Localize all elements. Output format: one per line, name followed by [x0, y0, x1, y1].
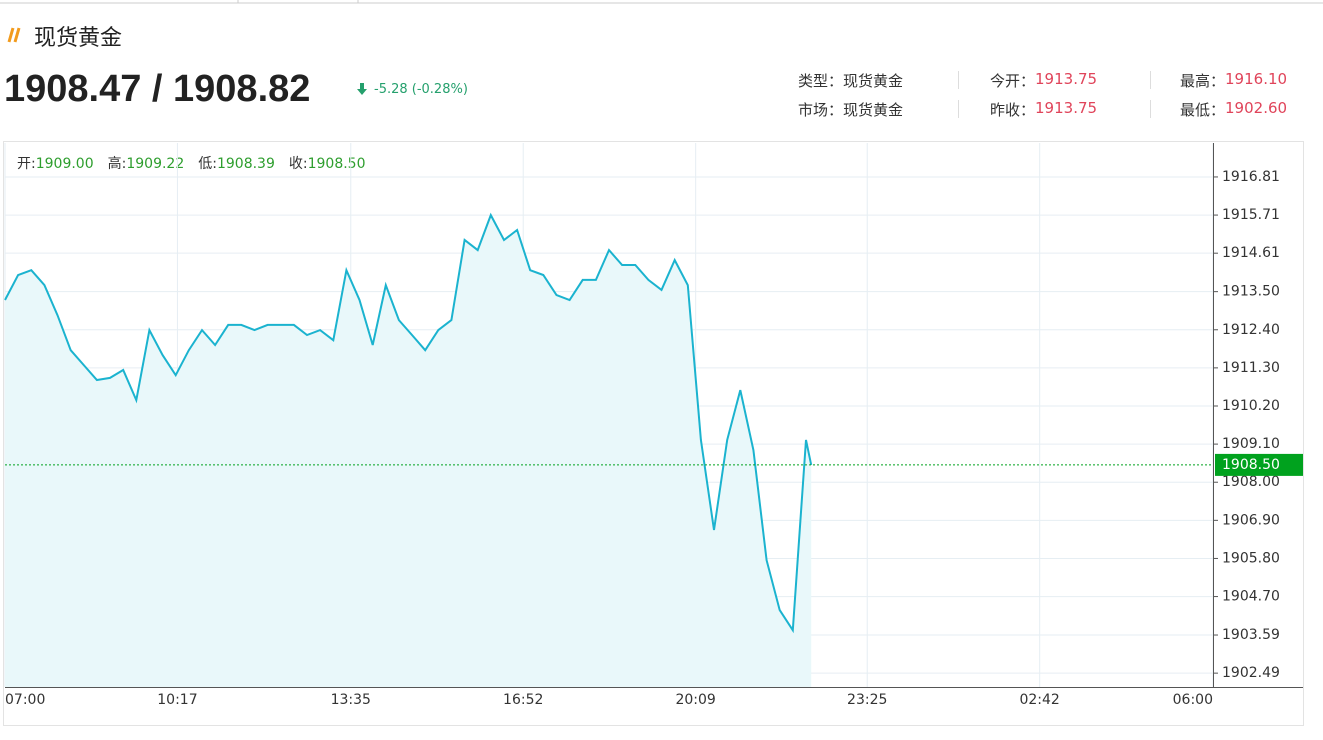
info-item: 最高： 1916.10 [1180, 70, 1287, 91]
x-tick-label: 07:00 [5, 692, 45, 708]
separator [1150, 71, 1151, 89]
separator [958, 100, 959, 118]
y-tick-label: 1905.80 [1222, 550, 1280, 566]
area [5, 215, 812, 687]
info-item: 类型： 现货黄金 [798, 70, 903, 91]
y-tick-label: 1914.61 [1222, 245, 1280, 261]
x-tick-label: 02:42 [1019, 692, 1059, 708]
x-tick-label: 13:35 [331, 692, 371, 708]
chart-frame [3, 141, 1304, 726]
x-tick-label: 16:52 [503, 692, 543, 708]
x-tick-label: 23:25 [847, 692, 887, 708]
x-tick-label: 10:17 [157, 692, 197, 708]
info-item: 最低： 1902.60 [1180, 99, 1287, 120]
x-tick-label: 20:09 [675, 692, 715, 708]
info-value: 现货黄金 [843, 101, 904, 119]
ohlc-label: 低: [198, 156, 217, 172]
y-tick-label: 1906.90 [1222, 512, 1280, 528]
info-label: 类型： [798, 72, 844, 90]
ohlc-value: 1908.39 [216, 156, 275, 172]
info-value: 1902.60 [1225, 99, 1288, 117]
line [4, 212, 813, 634]
ohlc-value: 1909.22 [126, 156, 185, 172]
info-item: 市场： 现货黄金 [798, 99, 903, 120]
last-price-box [1215, 453, 1303, 476]
y-tick-label: 1911.30 [1222, 360, 1280, 376]
info-item: 今开： 1913.75 [990, 70, 1097, 91]
title-icon [7, 27, 21, 43]
y-tick-label: 1904.70 [1222, 589, 1280, 605]
info-label: 市场： [798, 101, 844, 119]
y-tick-label: 1913.50 [1222, 284, 1280, 300]
y-tick-label: 1908.00 [1222, 474, 1280, 490]
info-label: 昨收： [990, 101, 1036, 119]
y-tick-label: 1909.10 [1222, 436, 1280, 452]
price-change: -5.28 (-0.28%) [374, 82, 468, 97]
y-tick-label: 1902.49 [1222, 665, 1280, 681]
x-tick-label: 06:00 [1173, 692, 1213, 708]
title: 现货黄金 [34, 26, 123, 51]
info-label: 最高： [1180, 72, 1226, 90]
y-tick-label: 1903.59 [1222, 627, 1280, 643]
info-label: 最低： [1180, 101, 1226, 119]
ohlc-label: 收: [288, 156, 308, 172]
down-arrow [357, 83, 367, 95]
separator [1150, 100, 1151, 118]
info-label: 今开： [990, 72, 1036, 90]
y-tick-label: 1912.40 [1222, 322, 1280, 338]
info-value: 1913.75 [1035, 99, 1098, 117]
last-price-label: 1908.50 [1222, 457, 1280, 473]
price: 1908.47 / 1908.82 [4, 68, 311, 110]
y-tick-label: 1910.20 [1222, 398, 1280, 414]
ohlc-value: 1909.00 [35, 156, 94, 172]
ohlc-label: 开: [17, 156, 36, 172]
tab-strip [0, 0, 1323, 4]
y-tick-label: 1915.71 [1222, 207, 1280, 223]
info-value: 1916.10 [1225, 70, 1288, 88]
info-value: 1913.75 [1035, 70, 1098, 88]
separator [958, 71, 959, 89]
y-tick-label: 1916.81 [1222, 169, 1280, 185]
ohlc-label: 高: [107, 156, 127, 172]
info-item: 昨收： 1913.75 [990, 99, 1097, 120]
info-value: 现货黄金 [843, 72, 904, 90]
